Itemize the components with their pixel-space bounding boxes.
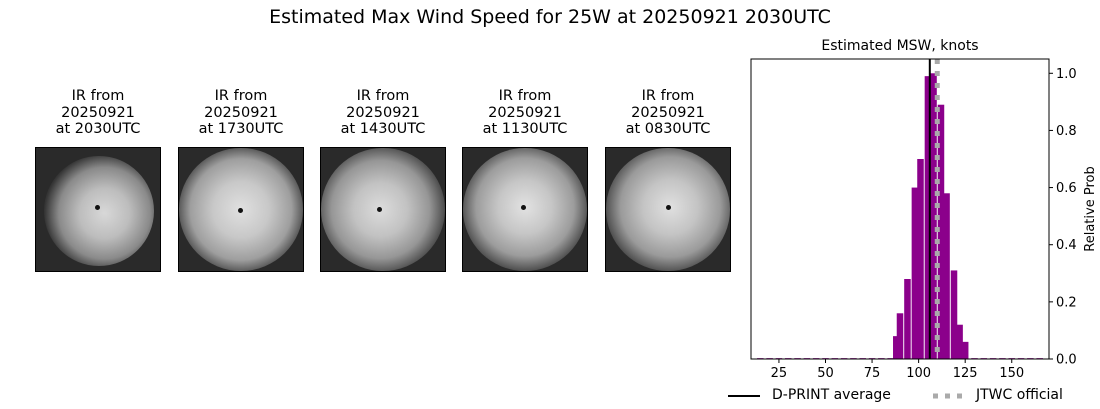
histogram-bar [930,73,937,360]
histogram-bar [950,270,958,359]
x-tick-label: 75 [864,366,881,381]
histogram-bar [904,279,911,359]
y-tick-label: 1.0 [1056,67,1077,82]
legend-jtwc-label: JTWC official [976,387,1063,403]
ir-panel-caption: IR from 20250921 at 1130UTC [482,88,568,137]
bar-group [757,73,1043,360]
plot-frame [750,58,1050,360]
ir-satellite-image [605,147,731,272]
y-tick-label: 0.4 [1056,238,1077,253]
ir-panel-5: IR from 20250921 at 0830UTC [605,88,731,272]
ir-panel-1: IR from 20250921 at 2030UTC [35,88,161,272]
ir-panel-3: IR from 20250921 at 1430UTC [320,88,446,272]
y-tick-label: 0.0 [1056,353,1077,368]
histogram-bar [937,104,945,359]
histogram-bar [911,187,919,359]
ir-panel-4: IR from 20250921 at 1130UTC [462,88,588,272]
y-axis-ticks: 0.0 0.2 0.4 0.6 0.8 1.0 [1049,67,1077,368]
x-tick-label: 50 [817,366,834,381]
histogram-bar [896,313,904,359]
ir-panel-caption: IR from 20250921 at 1730UTC [198,88,284,137]
chart-title: Estimated MSW, knots [821,38,978,54]
x-axis-ticks: 25 50 75 100 125 150 [771,359,1024,381]
ir-panel-caption: IR from 20250921 at 2030UTC [55,88,141,137]
ir-panel-caption: IR from 20250921 at 1430UTC [340,88,426,137]
x-tick-label: 100 [906,366,931,381]
legend: D-PRINT average JTWC official [728,386,1088,406]
histogram-bar [924,76,932,360]
ir-satellite-image [178,147,304,272]
x-tick-label: 125 [953,366,978,381]
histogram-bar [893,336,900,359]
histogram-bar [961,341,969,359]
ir-satellite-image [320,147,446,272]
ir-panel-2: IR from 20250921 at 1730UTC [178,88,304,272]
histogram-bar [917,159,924,359]
y-axis-label: Relative Prob [1083,166,1098,251]
x-tick-label: 150 [999,366,1024,381]
legend-dprint-label: D-PRINT average [772,387,891,403]
figure-title: Estimated Max Wind Speed for 25W at 2025… [269,6,831,28]
y-tick-label: 0.2 [1056,295,1077,310]
histogram-bar [956,324,963,359]
ir-satellite-image [35,147,161,272]
ir-panel-caption: IR from 20250921 at 0830UTC [625,88,711,137]
histogram-bar [943,193,950,359]
y-tick-label: 0.8 [1056,124,1077,139]
reference-lines [928,59,940,359]
y-tick-label: 0.6 [1056,181,1077,196]
ir-satellite-image [462,147,588,272]
x-tick-label: 25 [771,366,788,381]
